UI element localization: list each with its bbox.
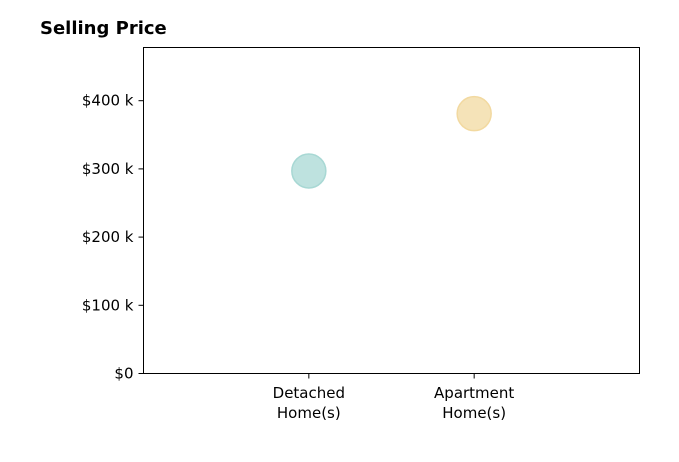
y-tick-label: $0 [114, 365, 133, 383]
data-point [456, 95, 492, 132]
chart-title: Selling Price [40, 18, 167, 39]
x-axis: Detached Home(s) Apartment Home(s) [273, 373, 514, 422]
data-point [291, 153, 327, 189]
x-tick-label: Detached [273, 384, 345, 402]
y-tick-label: $400 k [82, 92, 134, 110]
y-tick-label: $200 k [82, 228, 134, 246]
plot-area [143, 47, 640, 374]
y-axis: $0 $100 k $200 k $300 k $400 k [82, 92, 144, 383]
y-tick-label: $100 k [82, 296, 134, 314]
data-points [291, 95, 492, 189]
x-tick-label: Home(s) [277, 404, 341, 422]
x-tick-label: Apartment [434, 384, 514, 402]
x-tick-label: Home(s) [442, 404, 506, 422]
y-tick-label: $300 k [82, 160, 134, 178]
